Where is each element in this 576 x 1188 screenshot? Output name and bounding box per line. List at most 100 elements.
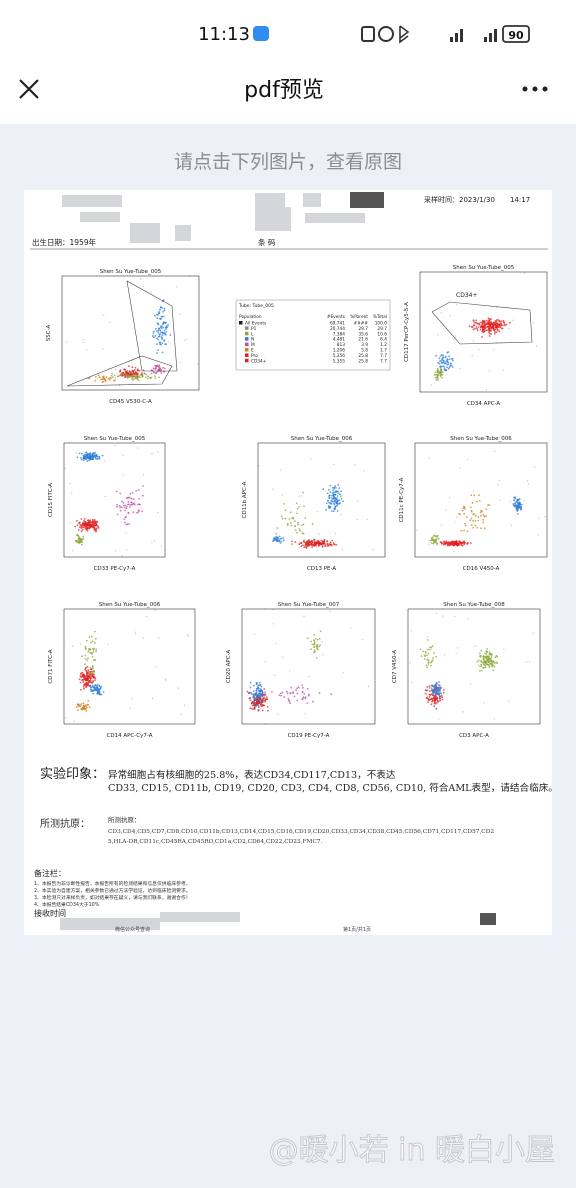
event-dot xyxy=(294,520,296,523)
plots: Shen Su Yue-Tube_005 CD45 V530-C-A SSC-A Sh… xyxy=(46,265,548,739)
event-dot xyxy=(132,498,135,500)
event-dot xyxy=(161,315,164,318)
event-dot xyxy=(147,375,150,378)
event-dot xyxy=(440,370,443,372)
event-dot xyxy=(150,291,152,293)
event-dot xyxy=(490,333,493,335)
event-dot xyxy=(340,497,343,500)
event-dot xyxy=(137,376,140,379)
event-dot xyxy=(492,325,494,328)
event-dot xyxy=(482,328,485,331)
more-button[interactable] xyxy=(522,86,548,92)
event-dot xyxy=(94,642,96,644)
event-dot xyxy=(83,684,86,686)
event-dot xyxy=(324,545,327,547)
table-cell: 20,744 xyxy=(330,326,345,332)
event-dot xyxy=(286,524,289,526)
event-dot xyxy=(498,329,500,331)
event-dot xyxy=(159,343,162,346)
event-dot xyxy=(303,615,305,617)
event-dot xyxy=(463,512,466,515)
event-dot xyxy=(467,458,469,460)
event-dot xyxy=(462,711,464,713)
event-dot xyxy=(451,358,454,360)
event-dot xyxy=(461,541,463,544)
event-dot xyxy=(479,654,482,657)
event-dot xyxy=(431,700,433,703)
event-dot xyxy=(329,610,331,612)
event-dot xyxy=(85,451,87,454)
event-dot xyxy=(427,657,429,659)
event-dot xyxy=(410,630,412,632)
event-dot xyxy=(101,378,104,381)
event-dot xyxy=(251,707,253,710)
event-dot xyxy=(484,666,487,669)
event-dot xyxy=(426,697,429,700)
event-dot xyxy=(436,371,439,373)
event-dot xyxy=(471,355,473,357)
event-dot xyxy=(258,699,261,702)
event-dot xyxy=(261,705,263,708)
event-dot xyxy=(161,334,164,337)
event-dot xyxy=(470,683,472,685)
event-dot xyxy=(484,664,487,667)
event-dot xyxy=(157,349,160,351)
event-dot xyxy=(114,444,116,447)
event-dot xyxy=(426,689,429,692)
event-dot xyxy=(435,374,438,376)
table-cell: 4,481 xyxy=(333,337,346,343)
event-dot xyxy=(291,517,294,519)
event-dot xyxy=(142,285,144,288)
event-dot xyxy=(436,687,439,690)
event-dot xyxy=(324,543,327,545)
event-dot xyxy=(433,694,435,697)
event-dot xyxy=(433,534,436,537)
event-dot xyxy=(128,506,131,508)
event-dot xyxy=(340,490,343,492)
event-dot xyxy=(427,659,430,661)
event-dot xyxy=(252,704,255,706)
event-dot xyxy=(307,694,310,697)
event-dot xyxy=(120,506,123,509)
event-dot xyxy=(129,492,132,495)
event-dot xyxy=(83,687,85,690)
y-axis-label: CD15 FITC-A xyxy=(48,483,54,517)
event-dot xyxy=(121,500,123,503)
event-dot xyxy=(508,328,510,330)
event-dot xyxy=(431,539,433,542)
event-dot xyxy=(296,507,299,510)
event-dot xyxy=(494,326,496,329)
event-dot xyxy=(472,340,475,342)
event-dot xyxy=(435,684,437,687)
event-dot xyxy=(278,535,281,538)
event-dot xyxy=(79,705,81,708)
close-button[interactable] xyxy=(19,79,39,99)
event-dot xyxy=(91,681,93,684)
event-dot xyxy=(443,367,446,369)
event-dot xyxy=(91,458,94,460)
event-dot xyxy=(286,692,289,695)
event-dot xyxy=(138,369,141,372)
event-dot xyxy=(86,682,88,685)
event-dot xyxy=(434,702,437,705)
event-dot xyxy=(125,532,127,534)
note-line: 4、本报告结果CD34大于10% xyxy=(34,901,100,908)
event-dot xyxy=(325,508,328,511)
event-dot xyxy=(482,514,485,516)
event-dot xyxy=(249,681,252,684)
event-dot xyxy=(298,506,300,508)
event-dot xyxy=(87,699,90,702)
event-dot xyxy=(95,375,97,378)
event-dot xyxy=(183,339,185,341)
table-cell: 21.6 xyxy=(358,337,368,343)
event-dot xyxy=(164,332,166,335)
event-dot xyxy=(98,376,101,379)
event-dot xyxy=(78,678,81,681)
event-dot xyxy=(372,548,374,550)
event-dot xyxy=(294,529,297,532)
event-dot xyxy=(75,540,77,543)
table-header: Population xyxy=(239,314,262,320)
event-dot xyxy=(117,375,119,378)
event-dot xyxy=(119,509,122,512)
event-dot xyxy=(158,327,160,330)
